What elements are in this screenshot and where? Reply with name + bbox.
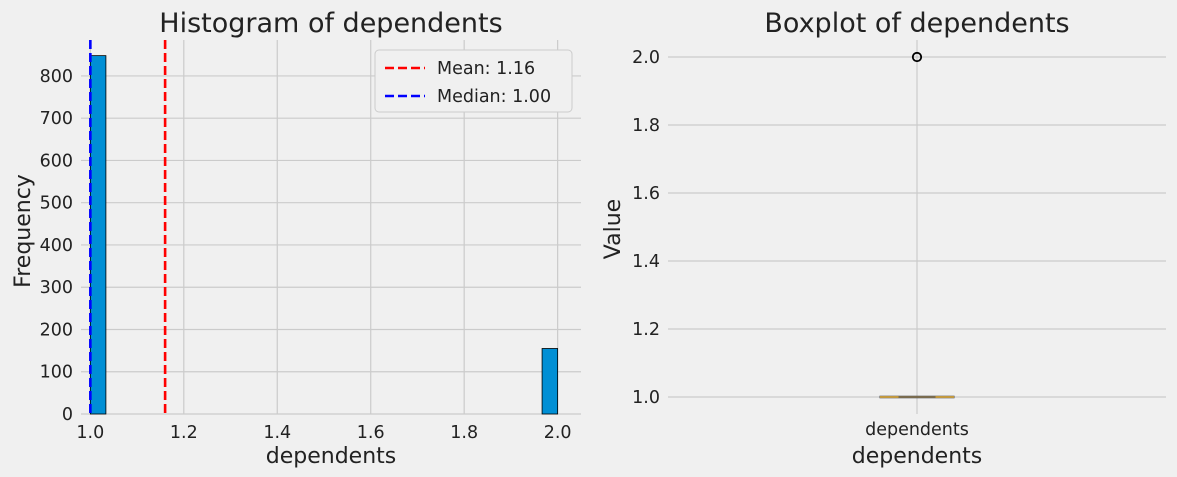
histogram-legend: Mean: 1.16 Median: 1.00 — [374, 49, 573, 113]
histogram-y-tick-label: 600 — [40, 151, 73, 171]
histogram-x-tick-label: 1.6 — [357, 423, 385, 443]
boxplot-y-tick-label: 1.2 — [632, 320, 660, 340]
histogram-x-tick-label: 1.8 — [450, 423, 478, 443]
histogram-reference-lines — [89, 40, 167, 414]
histogram-x-tick-label: 2.0 — [544, 423, 572, 443]
histogram-x-ticks: 1.0 1.2 1.4 1.6 1.8 2.0 — [76, 423, 571, 443]
histogram-y-tick-label: 100 — [40, 363, 73, 383]
histogram-x-tick-label: 1.2 — [170, 423, 198, 443]
boxplot-x-label: dependents — [852, 444, 982, 469]
legend-median-label: Median: 1.00 — [437, 87, 551, 107]
histogram-y-tick-label: 400 — [40, 236, 73, 256]
boxplot-grid — [668, 40, 1166, 414]
histogram-bar — [89, 55, 107, 415]
boxplot-marks — [879, 51, 955, 399]
histogram-y-tick-label: 0 — [62, 405, 73, 425]
histogram-title: Histogram of dependents — [159, 8, 502, 39]
boxplot-y-tick-label: 1.4 — [632, 252, 660, 272]
boxplot-y-tick-label: 1.6 — [632, 184, 660, 204]
histogram-x-label: dependents — [266, 444, 396, 469]
histogram-y-tick-label: 800 — [40, 67, 73, 87]
boxplot-y-tick-label: 1.8 — [632, 116, 660, 136]
histogram-y-ticks: 0 100 200 300 400 500 600 700 800 — [40, 67, 73, 425]
histogram-y-tick-label: 300 — [40, 278, 73, 298]
histogram-bars — [89, 55, 559, 415]
histogram-y-tick-label: 200 — [40, 320, 73, 340]
histogram-panel: Histogram of dependents 0 100 200 300 400 500… — [11, 8, 581, 469]
boxplot-category-label: dependents — [865, 420, 969, 440]
boxplot-y-label: Value — [601, 199, 626, 259]
histogram-x-tick-label: 1.4 — [263, 423, 291, 443]
boxplot-y-tick-label: 2.0 — [632, 48, 660, 68]
histogram-y-label: Frequency — [11, 174, 36, 288]
boxplot-panel: Boxplot of dependents 1.0 1.2 1.4 1.6 1.8 2.0… — [601, 8, 1166, 469]
histogram-bar — [541, 348, 559, 415]
histogram-x-tick-label: 1.0 — [76, 423, 104, 443]
boxplot-y-ticks: 1.0 1.2 1.4 1.6 1.8 2.0 — [632, 48, 660, 408]
legend-mean-label: Mean: 1.16 — [437, 59, 535, 79]
boxplot-title: Boxplot of dependents — [764, 8, 1069, 39]
histogram-y-tick-label: 700 — [40, 109, 73, 129]
boxplot-outlier — [911, 51, 923, 63]
histogram-y-tick-label: 500 — [40, 194, 73, 214]
boxplot-y-tick-label: 1.0 — [632, 388, 660, 408]
